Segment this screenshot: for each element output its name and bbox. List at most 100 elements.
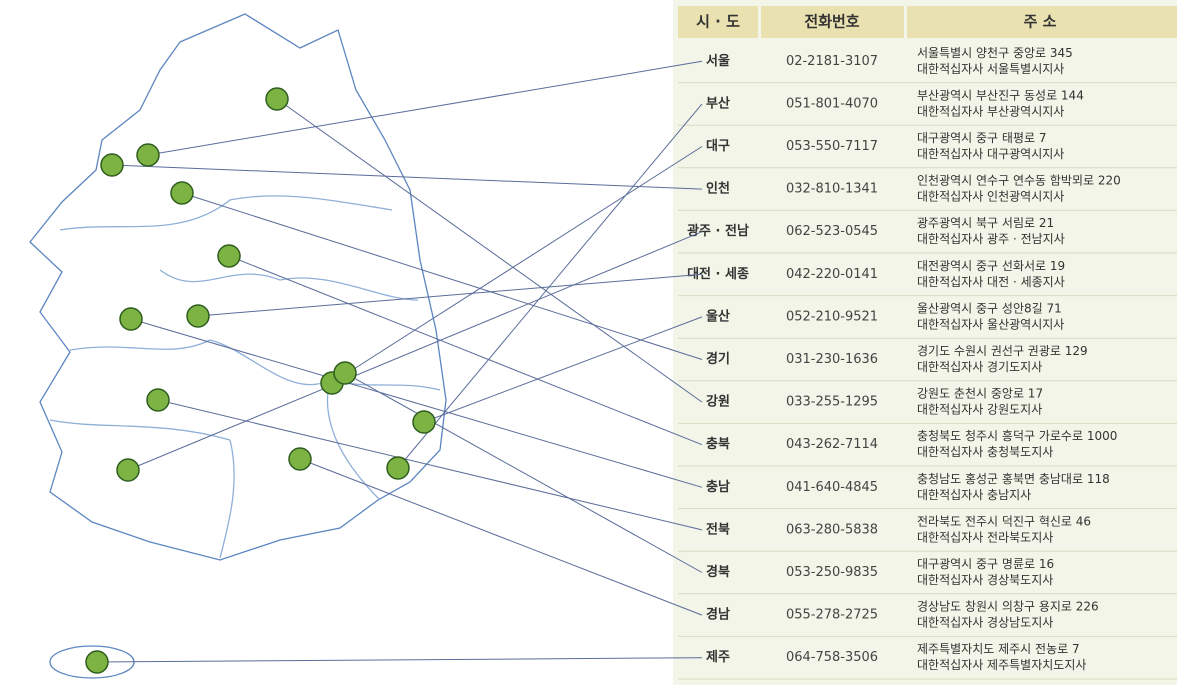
address: 경기도 수원시 권선구 권광로 129 bbox=[917, 344, 1088, 358]
connector bbox=[331, 146, 703, 384]
office-dot bbox=[386, 456, 410, 480]
office-dot bbox=[170, 181, 194, 205]
phone: 063-280-5838 bbox=[786, 522, 878, 537]
header: 시 · 도 bbox=[696, 13, 740, 31]
address: 대한적십자사 대전 · 세종지사 bbox=[917, 275, 1065, 289]
address: 대한적십자사 서울특별시지사 bbox=[917, 62, 1064, 76]
address: 대한적십자사 충남지사 bbox=[917, 488, 1031, 502]
office-dot bbox=[412, 410, 436, 434]
address: 대한적십자사 인천광역시지사 bbox=[917, 189, 1064, 204]
address: 전라북도 전주시 덕진구 혁신로 46 bbox=[917, 514, 1091, 528]
office-dot bbox=[146, 388, 170, 412]
address: 부산광역시 부산진구 동성로 144 bbox=[917, 88, 1084, 102]
header-cell bbox=[907, 6, 1177, 38]
phone: 033-255-1295 bbox=[786, 395, 878, 410]
phone: 055-278-2725 bbox=[786, 608, 878, 623]
connector bbox=[181, 192, 703, 360]
connector bbox=[397, 103, 703, 469]
office-dot bbox=[136, 143, 160, 167]
address: 대한적십자사 대구광역시지사 bbox=[917, 147, 1064, 161]
office-dot bbox=[119, 307, 143, 331]
address: 대구광역시 중구 명륜로 16 bbox=[917, 557, 1054, 571]
phone: 064-758-3506 bbox=[786, 650, 878, 665]
office-dot bbox=[288, 447, 312, 471]
region: 전북 bbox=[706, 521, 730, 537]
phone: 051-801-4070 bbox=[786, 96, 878, 111]
address: 인천광역시 연수구 연수동 함박뫼로 220 bbox=[917, 173, 1121, 188]
address: 대구광역시 중구 태평로 7 bbox=[917, 131, 1046, 145]
office-dot bbox=[116, 458, 140, 482]
address: 대한적십자사 강원도지사 bbox=[917, 403, 1042, 417]
phone: 043-262-7114 bbox=[786, 437, 878, 452]
phone: 053-550-7117 bbox=[786, 139, 878, 154]
address: 대전광역시 중구 선화서로 19 bbox=[917, 259, 1065, 273]
header-cell bbox=[678, 6, 758, 38]
phone: 041-640-4845 bbox=[786, 480, 878, 495]
region: 강원 bbox=[706, 394, 730, 410]
region-border bbox=[49, 195, 441, 559]
office-dot bbox=[85, 650, 109, 674]
office-dot bbox=[186, 304, 210, 328]
address: 대한적십자사 광주 · 전남지사 bbox=[917, 232, 1065, 246]
connector bbox=[147, 60, 703, 156]
connector bbox=[423, 316, 703, 423]
address: 대한적십자사 충청북도지사 bbox=[917, 445, 1053, 459]
map bbox=[29, 13, 447, 679]
region: 대전 · 세종 bbox=[687, 266, 749, 282]
address: 대한적십자사 부산광역시지사 bbox=[917, 104, 1064, 118]
office-dot bbox=[100, 153, 124, 177]
address: 광주광역시 북구 서림로 21 bbox=[917, 216, 1054, 230]
office-dot bbox=[217, 244, 241, 268]
connector bbox=[197, 273, 703, 317]
region: 경북 bbox=[706, 564, 730, 580]
address: 충청남도 홍성군 홍북면 충남대로 118 bbox=[917, 472, 1110, 486]
connector bbox=[130, 318, 703, 488]
phone: 062-523-0545 bbox=[786, 224, 878, 239]
address: 대한적십자사 경기도지사 bbox=[917, 360, 1042, 374]
region: 충남 bbox=[706, 479, 730, 495]
address: 대한적십자사 울산광역시지사 bbox=[917, 317, 1064, 331]
address: 서울특별시 양천구 중앙로 345 bbox=[917, 45, 1073, 60]
region: 인천 bbox=[706, 181, 730, 197]
connector bbox=[344, 372, 703, 573]
connector bbox=[96, 657, 703, 663]
region: 울산 bbox=[706, 308, 730, 324]
region: 광주 · 전남 bbox=[687, 223, 749, 239]
region: 경남 bbox=[706, 607, 730, 623]
connector bbox=[127, 231, 703, 471]
address: 대한적십자사 경상남도지사 bbox=[917, 616, 1053, 630]
connector bbox=[228, 255, 703, 446]
region: 충북 bbox=[706, 436, 730, 452]
phone: 02-2181-3107 bbox=[786, 54, 878, 69]
phone: 032-810-1341 bbox=[786, 182, 878, 197]
connector bbox=[276, 98, 703, 403]
peninsula-outline bbox=[29, 13, 447, 561]
header-cell bbox=[761, 6, 904, 38]
connector bbox=[299, 458, 703, 616]
address: 대한적십자사 전라북도지사 bbox=[917, 530, 1053, 544]
region: 경기 bbox=[706, 351, 730, 367]
connector bbox=[157, 399, 703, 531]
phone: 031-230-1636 bbox=[786, 352, 878, 367]
address: 대한적십자사 제주특별자치도지사 bbox=[917, 658, 1086, 672]
region: 서울 bbox=[706, 53, 730, 69]
region: 대구 bbox=[706, 139, 730, 154]
phone: 042-220-0141 bbox=[786, 267, 878, 282]
table-bg bbox=[673, 0, 1177, 685]
phone: 052-210-9521 bbox=[786, 309, 878, 324]
region: 제주 bbox=[706, 650, 730, 665]
address: 대한적십자사 경상북도지사 bbox=[917, 573, 1053, 587]
region: 부산 bbox=[706, 95, 730, 111]
address: 경상남도 창원시 의창구 용지로 226 bbox=[917, 600, 1099, 614]
phone: 053-250-9835 bbox=[786, 565, 878, 580]
address: 울산광역시 중구 성안8길 71 bbox=[917, 301, 1062, 315]
office-dot bbox=[333, 361, 357, 385]
connector bbox=[111, 164, 703, 190]
header: 전화번호 bbox=[804, 13, 859, 31]
address: 제주특별자치도 제주시 전농로 7 bbox=[917, 642, 1080, 656]
office-dot bbox=[265, 87, 289, 111]
header: 주 소 bbox=[1024, 13, 1057, 31]
address: 강원도 춘천시 중앙로 17 bbox=[917, 386, 1043, 401]
address: 충청북도 청주시 흥덕구 가로수로 1000 bbox=[917, 429, 1117, 443]
